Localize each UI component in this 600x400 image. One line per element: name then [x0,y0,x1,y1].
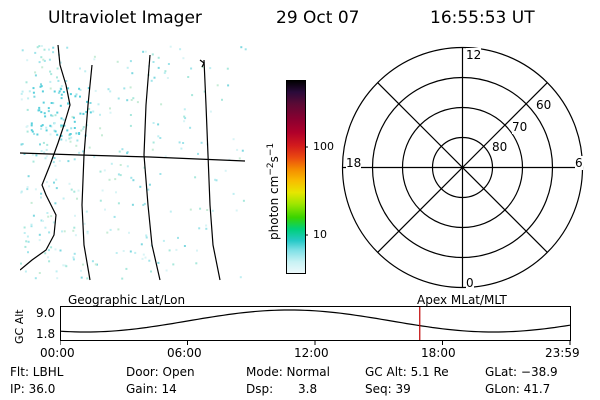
orbit-x-tick-0: 00:00 [40,346,75,360]
colorbar-unit-label: photon cm−2s−1 [266,143,281,240]
app-title: Ultraviolet Imager [48,8,202,28]
status-filter: Flt: LBHL [10,365,64,379]
header-date: 29 Oct 07 [276,8,360,28]
orbit-x-tick-2: 12:00 [294,346,329,360]
polar-mlt-plot[interactable] [340,45,585,290]
apex-mlat-mlt-label: Apex MLat/MLT [417,293,507,307]
status-seq: Seq: 39 [365,382,411,396]
meridian-line [203,59,221,281]
status-door: Door: Open [126,365,195,379]
svg-text:photon cm−2s−1: photon cm−2s−1 [266,143,281,240]
status-glon: GLon: 41.7 [485,382,551,396]
mlt-label-12: 12 [466,48,482,62]
gc-alt-axis-title: GC Alt [13,309,26,344]
orbit-altitude-plot[interactable] [60,306,575,352]
geographic-latlon-label: Geographic Lat/Lon [68,293,186,307]
orbit-x-tick-4: 23:59 [545,346,580,360]
meridian-line [81,64,93,281]
orbit-x-tick-3: 18:00 [421,346,456,360]
orbit-x-tick-1: 06:00 [167,346,202,360]
color-scale-bar [286,80,308,274]
status-gc-alt: GC Alt: 5.1 Re [365,365,449,379]
auroral-speckles [20,45,247,280]
status-dsp-label: Dsp: [246,382,274,396]
coastline [20,45,71,271]
mlat-label-60: 60 [536,98,552,112]
status-dsp-value: 3.8 [298,382,318,396]
status-glat: GLat: −38.9 [485,365,558,379]
geographic-image[interactable] [20,45,250,285]
status-ip: IP: 36.0 [10,382,56,396]
status-mode: Mode: Normal [246,365,330,379]
meridian-line [143,54,161,281]
mlat-label-80: 80 [492,140,508,154]
header-time: 16:55:53 UT [430,8,535,28]
mlat-label-70: 70 [512,120,528,134]
status-gain: Gain: 14 [126,382,177,396]
mlt-label-0: 0 [466,276,474,290]
svg-text:GC Alt: GC Alt [13,309,26,344]
orbit-y-bottom: 1.8 [36,327,56,341]
colorbar-tick-100: 100 [313,140,334,153]
colorbar-tick-10: 10 [313,228,327,241]
mlt-label-18: 18 [346,156,362,170]
mlt-label-6: 6 [575,156,583,170]
orbit-altitude-curve [60,309,571,333]
parallel-line [20,152,246,162]
orbit-y-top: 9.0 [36,306,56,320]
